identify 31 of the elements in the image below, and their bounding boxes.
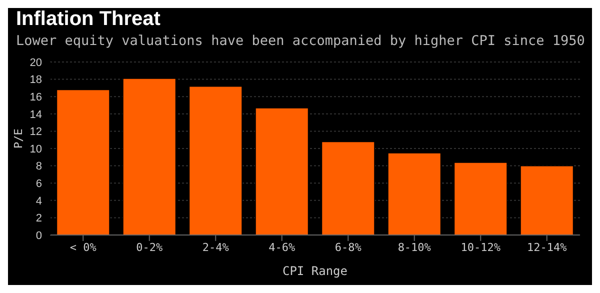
bar <box>122 78 176 235</box>
bar <box>254 107 309 235</box>
x-axis-title: CPI Range <box>282 264 348 278</box>
y-tick-label: 6 <box>36 178 42 190</box>
bar <box>188 86 243 235</box>
x-tick-label: 8-10% <box>398 240 432 254</box>
x-tick-label: 2-4% <box>202 240 230 254</box>
x-tick-label: 4-6% <box>268 240 296 254</box>
y-tick-label: 2 <box>36 212 42 225</box>
bar <box>387 152 442 235</box>
chart-subtitle: Lower equity valuations have been accompanied by higher CPI since 1950 <box>16 33 585 49</box>
y-tick-label: 4 <box>36 195 42 208</box>
y-tick-label: 8 <box>36 160 42 173</box>
x-tick-label: 0-2% <box>136 240 163 254</box>
x-tick-label: 6-8% <box>334 240 362 254</box>
y-tick-label: 14 <box>30 108 42 121</box>
y-tick-label: 16 <box>30 92 42 104</box>
y-tick-label: 10 <box>30 143 42 156</box>
bar <box>56 89 110 235</box>
x-tick-label: < 0% <box>70 240 97 254</box>
bar <box>321 141 376 235</box>
x-tick-label: 12-14% <box>527 240 568 254</box>
chart-title: Inflation Threat <box>16 8 160 31</box>
y-tick-label: 12 <box>30 126 42 138</box>
bar <box>520 165 574 235</box>
y-axis-title: P/E <box>12 128 25 148</box>
bar <box>454 162 508 235</box>
y-tick-label: 18 <box>30 74 42 86</box>
x-tick-label: 10-12% <box>460 240 501 254</box>
y-tick-label: 20 <box>30 56 42 69</box>
y-tick-label: 0 <box>36 230 42 242</box>
